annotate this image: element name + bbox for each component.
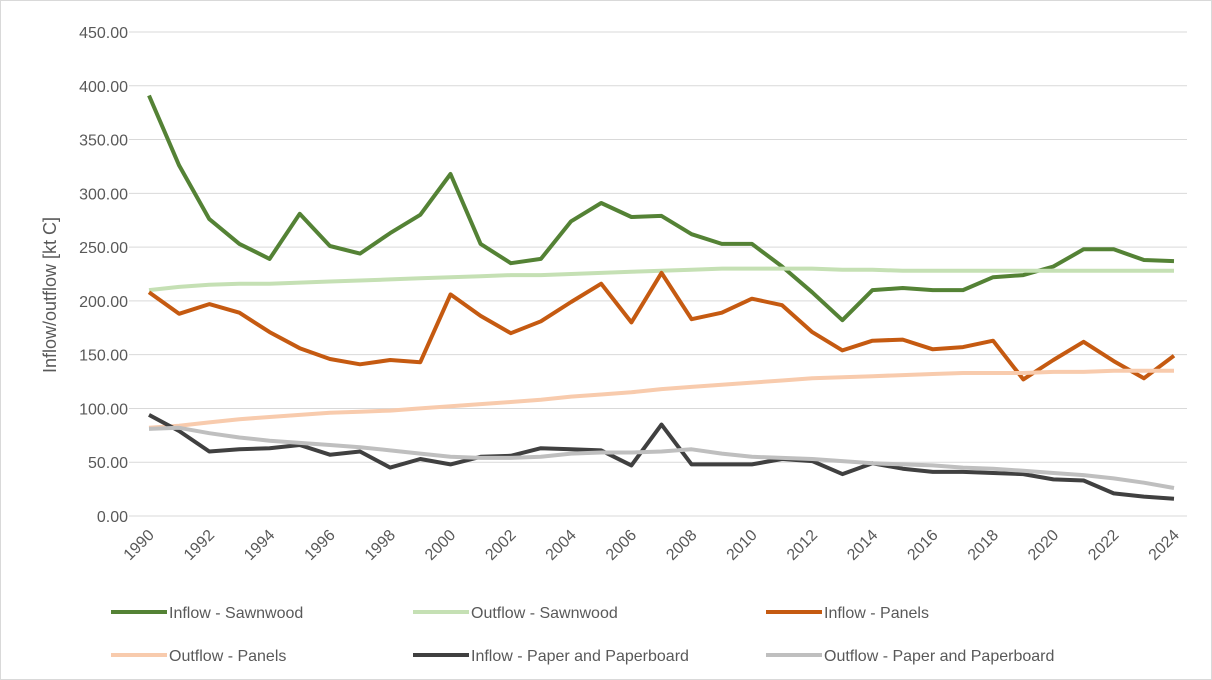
x-tick-label: 2022 [1085, 527, 1122, 564]
y-tick-label: 200.00 [79, 294, 128, 311]
x-tick-label: 1990 [121, 527, 158, 564]
series-line-inflow-panels [147, 270, 1176, 382]
x-axis-tick-labels: 1990 1992 1994 1996 1998 2000 2002 2004 2006 2008… [121, 527, 1183, 564]
x-tick-label: 2000 [422, 527, 459, 564]
y-axis-tick-labels: 0.00 50.00 100.00 150.00 200.00 250.00 300.00 3… [79, 25, 128, 526]
x-tick-label: 2006 [603, 527, 640, 564]
series-line-outflow-sawnwood [148, 266, 1174, 293]
x-tick-label: 2004 [543, 527, 580, 564]
legend: Inflow - Sawnwood Outflow - Sawnwood Inflo… [111, 605, 1054, 665]
y-axis-title: Inflow/outflow [kt C] [40, 217, 60, 373]
y-tick-label: 0.00 [97, 509, 128, 526]
series-lines [147, 94, 1176, 501]
x-tick-label: 1992 [181, 527, 218, 564]
y-tick-label: 150.00 [79, 348, 128, 365]
x-tick-label: 2008 [663, 527, 700, 564]
legend-label: Inflow - Paper and Paperboard [471, 648, 689, 665]
x-tick-label: 2014 [844, 527, 881, 564]
x-tick-label: 2018 [965, 527, 1002, 564]
x-tick-label: 1998 [362, 527, 399, 564]
y-tick-label: 100.00 [79, 401, 128, 418]
x-tick-label: 2024 [1146, 527, 1183, 564]
y-tick-label: 350.00 [79, 133, 128, 150]
y-tick-label: 300.00 [79, 186, 128, 203]
gridlines [129, 31, 1187, 517]
series-line-outflow-paper-and-paperboard [148, 425, 1175, 490]
y-tick-label: 50.00 [88, 455, 128, 472]
x-tick-label: 1994 [241, 527, 278, 564]
legend-label: Outflow - Panels [169, 648, 286, 665]
x-tick-label: 2010 [724, 527, 761, 564]
y-tick-label: 400.00 [79, 79, 128, 96]
series-line-outflow-panels [148, 368, 1174, 430]
x-tick-label: 2012 [784, 527, 821, 564]
legend-label: Outflow - Sawnwood [471, 605, 618, 622]
x-tick-label: 2020 [1025, 527, 1062, 564]
y-tick-label: 250.00 [79, 240, 128, 257]
x-tick-label: 1996 [302, 527, 339, 564]
legend-label: Inflow - Sawnwood [169, 605, 303, 622]
y-tick-label: 450.00 [79, 25, 128, 42]
x-tick-label: 2002 [482, 527, 519, 564]
legend-label: Inflow - Panels [824, 605, 929, 622]
series-line-inflow-sawnwood [147, 94, 1175, 323]
x-tick-label: 2016 [904, 527, 941, 564]
series-line-inflow-paper-and-paperboard [148, 413, 1175, 501]
legend-label: Outflow - Paper and Paperboard [824, 648, 1054, 665]
